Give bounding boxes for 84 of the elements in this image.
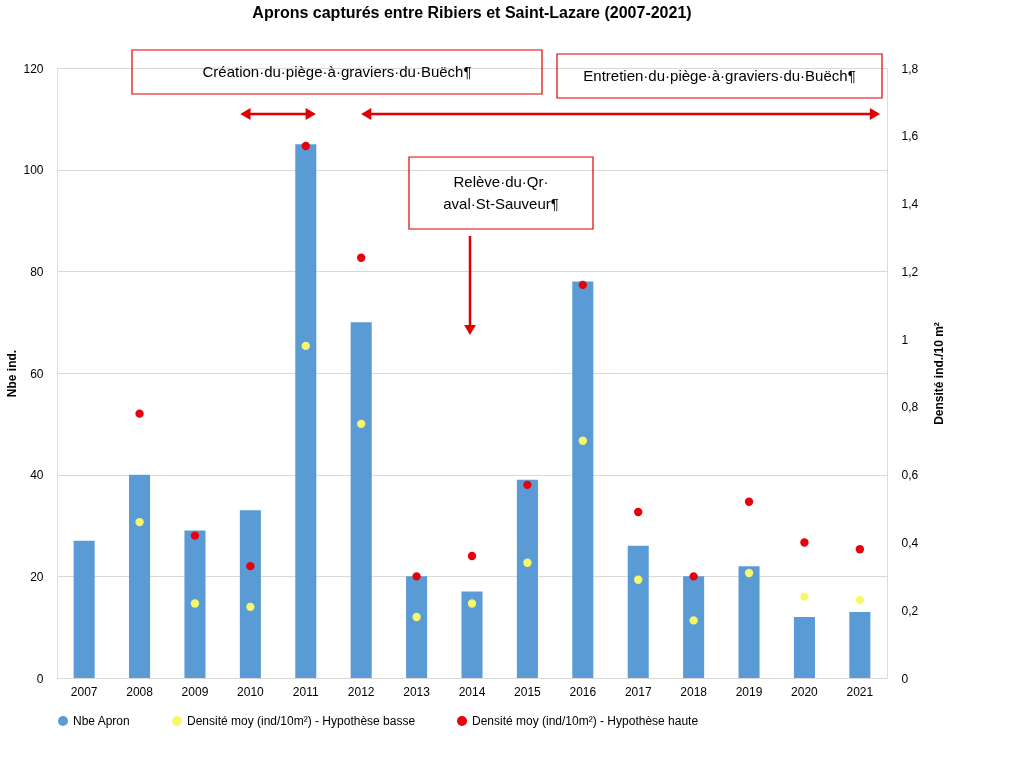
bar bbox=[239, 510, 261, 678]
x-tick-label: 2008 bbox=[126, 684, 154, 699]
point bbox=[800, 592, 809, 601]
x-tick-label: 2012 bbox=[347, 684, 375, 699]
bar bbox=[572, 281, 594, 678]
point bbox=[301, 141, 310, 151]
x-tick-label: 2018 bbox=[680, 684, 708, 699]
y2-tick-label: 0,2 bbox=[901, 603, 919, 618]
legend-label: Nbe Apron bbox=[73, 714, 130, 728]
annotation: Relève·du·Qr· aval·St-Sauveur¶ bbox=[443, 173, 559, 212]
point bbox=[357, 253, 366, 262]
y2-axis-title: Densité ind./10 m² bbox=[932, 322, 947, 425]
point bbox=[135, 517, 144, 527]
point bbox=[357, 419, 366, 429]
x-tick-label: 2014 bbox=[458, 684, 486, 699]
bar bbox=[516, 479, 538, 678]
y-tick-label: 0 bbox=[36, 671, 44, 686]
bar bbox=[350, 322, 372, 678]
point bbox=[523, 480, 532, 490]
point bbox=[246, 561, 255, 571]
point bbox=[190, 599, 200, 608]
point bbox=[578, 280, 587, 290]
x-tick-label: 2011 bbox=[292, 684, 319, 699]
point bbox=[190, 531, 200, 540]
y2-tick-label: 1,6 bbox=[901, 129, 919, 144]
x-tick-label: 2019 bbox=[735, 684, 763, 699]
bar bbox=[849, 611, 871, 678]
bar bbox=[129, 474, 151, 678]
x-tick-label: 2015 bbox=[514, 684, 542, 699]
x-tick-label: 2021 bbox=[846, 684, 874, 699]
x-tick-label: 2010 bbox=[237, 684, 265, 699]
point bbox=[467, 551, 477, 561]
point bbox=[855, 595, 865, 605]
legend-label: Densité moy (ind/10m²) - Hypothèse basse bbox=[187, 714, 416, 728]
point bbox=[800, 538, 809, 547]
point bbox=[855, 545, 865, 554]
y2-tick-label: 1,8 bbox=[901, 61, 919, 76]
point bbox=[689, 616, 698, 625]
bar bbox=[738, 566, 760, 678]
chart-title: Aprons capturés entre Ribiers et Saint-Lazare (2007-2021) bbox=[252, 4, 692, 22]
point bbox=[634, 507, 643, 517]
legend-label: Densité moy (ind/10m²) - Hypothèse haute bbox=[472, 714, 699, 728]
y-tick-label: 120 bbox=[23, 61, 44, 76]
bar bbox=[406, 576, 428, 678]
bar bbox=[295, 144, 317, 678]
x-tick-label: 2016 bbox=[569, 684, 597, 699]
point bbox=[412, 572, 421, 581]
y-tick-label: 100 bbox=[23, 163, 44, 178]
point bbox=[135, 409, 144, 418]
annotation: Entretien·du·piège·à·graviers·du·Buëch¶ bbox=[583, 67, 856, 84]
y2-tick-label: 0,4 bbox=[901, 535, 919, 550]
point bbox=[634, 575, 643, 584]
point bbox=[744, 497, 754, 506]
x-tick-label: 2020 bbox=[791, 684, 819, 699]
point bbox=[467, 599, 477, 608]
y2-tick-label: 1,4 bbox=[901, 197, 919, 212]
x-tick-label: 2013 bbox=[403, 684, 431, 699]
bar bbox=[461, 591, 483, 678]
x-tick-label: 2017 bbox=[624, 684, 652, 699]
point bbox=[523, 558, 532, 567]
point bbox=[578, 436, 587, 445]
annotation: Création·du·piège·à·graviers·du·Buëch¶ bbox=[202, 63, 472, 80]
point bbox=[412, 612, 421, 622]
y2-tick-label: 0,8 bbox=[901, 400, 919, 415]
bar bbox=[73, 540, 95, 678]
point bbox=[246, 602, 255, 612]
point bbox=[744, 568, 754, 578]
y-tick-label: 80 bbox=[30, 264, 44, 279]
bar bbox=[683, 576, 705, 678]
y-tick-label: 20 bbox=[30, 569, 44, 584]
point bbox=[301, 341, 310, 351]
bar bbox=[793, 617, 815, 678]
x-tick-label: 2007 bbox=[70, 684, 98, 699]
y2-tick-label: 1 bbox=[901, 332, 909, 347]
y-tick-label: 60 bbox=[30, 366, 44, 381]
y2-tick-label: 0,6 bbox=[901, 468, 919, 483]
bar bbox=[184, 530, 206, 678]
bar bbox=[627, 545, 649, 678]
y2-tick-label: 1,2 bbox=[901, 264, 919, 279]
point bbox=[689, 572, 698, 581]
x-tick-label: 2009 bbox=[181, 684, 209, 699]
y-axis-title: Nbe ind. bbox=[5, 349, 20, 398]
y-tick-label: 40 bbox=[30, 468, 44, 483]
y2-tick-label: 0 bbox=[901, 671, 909, 686]
